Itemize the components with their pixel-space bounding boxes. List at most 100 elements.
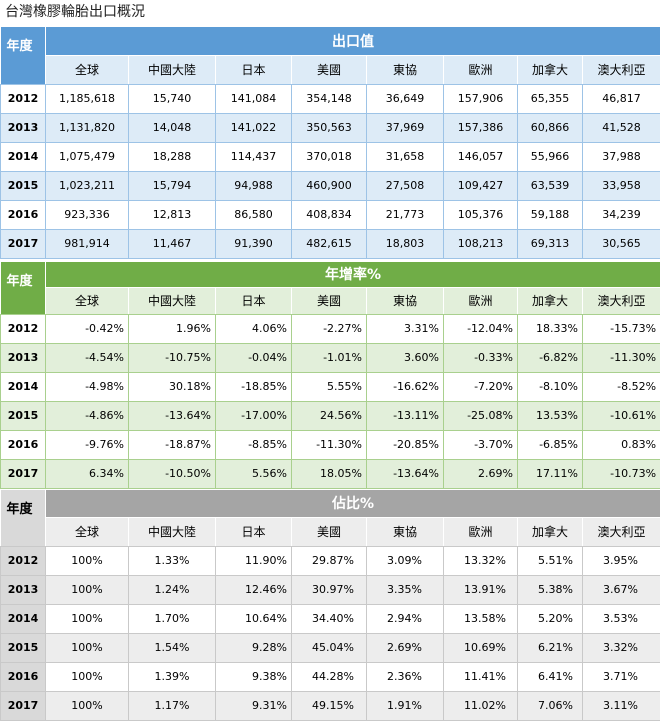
- value-cell: 1.33%: [128, 545, 216, 576]
- value-cell: 12,813: [128, 199, 216, 230]
- column-header: 美國: [291, 286, 367, 315]
- value-cell: -1.01%: [291, 342, 367, 373]
- value-cell: 91,390: [215, 228, 292, 259]
- value-cell: 1,023,211: [45, 170, 129, 201]
- value-cell: 69,313: [517, 228, 583, 259]
- value-cell: -20.85%: [366, 429, 444, 460]
- share-table: 年度 佔比% 全球 中國大陸 日本 美國 東協 歐洲 加拿大 澳大利亞 2012…: [0, 490, 660, 721]
- value-cell: 65,355: [517, 83, 583, 114]
- value-cell: 1.54%: [128, 632, 216, 663]
- column-header: 日本: [215, 516, 292, 547]
- value-cell: 5.51%: [517, 545, 583, 576]
- value-cell: 94,988: [215, 170, 292, 201]
- value-cell: 17.11%: [517, 458, 583, 489]
- value-cell: -0.33%: [443, 342, 518, 373]
- value-cell: -8.52%: [581, 371, 660, 402]
- year-cell: 2013: [0, 574, 46, 605]
- year-cell: 2017: [0, 228, 46, 259]
- value-cell: -2.27%: [291, 313, 367, 344]
- value-cell: 9.28%: [215, 632, 292, 663]
- value-cell: 11.90%: [215, 545, 292, 576]
- year-cell: 2012: [0, 313, 46, 344]
- year-header: 年度: [0, 27, 46, 84]
- value-cell: 4.06%: [215, 313, 292, 344]
- value-cell: 63,539: [517, 170, 583, 201]
- value-cell: 100%: [45, 661, 129, 692]
- value-cell: 11.02%: [443, 690, 518, 721]
- value-cell: 1.39%: [128, 661, 216, 692]
- value-cell: 100%: [45, 603, 129, 634]
- table-row: 2012 -0.42% 1.96% 4.06% -2.27% 3.31% -12…: [0, 313, 660, 344]
- value-cell: 13.53%: [517, 400, 583, 431]
- value-cell: 14,048: [128, 112, 216, 143]
- year-cell: 2013: [0, 112, 46, 143]
- value-cell: 5.20%: [517, 603, 583, 634]
- value-cell: 59,188: [517, 199, 583, 230]
- value-cell: 18,288: [128, 141, 216, 172]
- value-cell: 100%: [45, 632, 129, 663]
- section-title: 年增率%: [45, 262, 660, 287]
- column-header: 加拿大: [517, 54, 583, 85]
- value-cell: 18.05%: [291, 458, 367, 489]
- column-header: 澳大利亞: [581, 516, 660, 547]
- value-cell: 37,969: [366, 112, 444, 143]
- value-cell: 12.46%: [215, 574, 292, 605]
- column-header: 東協: [366, 286, 444, 315]
- value-cell: 3.67%: [581, 574, 660, 605]
- table-row: 2017 100% 1.17% 9.31% 49.15% 1.91% 11.02…: [0, 690, 660, 721]
- value-cell: -18.85%: [215, 371, 292, 402]
- column-header: 全球: [45, 54, 129, 85]
- table-row: 2012 1,185,618 15,740 141,084 354,148 36…: [0, 83, 660, 114]
- column-header: 美國: [291, 54, 367, 85]
- value-cell: 3.31%: [366, 313, 444, 344]
- value-cell: 2.69%: [443, 458, 518, 489]
- table-row: 2015 100% 1.54% 9.28% 45.04% 2.69% 10.69…: [0, 632, 660, 663]
- table-row: 2013 1,131,820 14,048 141,022 350,563 37…: [0, 112, 660, 143]
- year-cell: 2015: [0, 400, 46, 431]
- value-cell: 30,565: [582, 228, 660, 259]
- value-cell: 100%: [45, 690, 129, 721]
- value-cell: 44.28%: [291, 661, 367, 692]
- section-title: 佔比%: [45, 490, 660, 517]
- value-cell: 460,900: [291, 170, 367, 201]
- value-cell: 31,658: [366, 141, 444, 172]
- table-row: 2014 -4.98% 30.18% -18.85% 5.55% -16.62%…: [0, 371, 660, 402]
- value-cell: -16.62%: [366, 371, 444, 402]
- value-cell: 105,376: [443, 199, 518, 230]
- value-cell: 6.34%: [45, 458, 129, 489]
- value-cell: 1,075,479: [45, 141, 129, 172]
- value-cell: -4.54%: [45, 342, 129, 373]
- value-cell: 482,615: [291, 228, 367, 259]
- value-cell: 3.60%: [366, 342, 444, 373]
- column-header: 加拿大: [517, 516, 583, 547]
- value-cell: 0.83%: [581, 429, 660, 460]
- table-row: 2017 981,914 11,467 91,390 482,615 18,80…: [0, 228, 660, 259]
- value-cell: -18.87%: [128, 429, 216, 460]
- value-cell: 45.04%: [291, 632, 367, 663]
- value-cell: -0.04%: [215, 342, 292, 373]
- column-header: 全球: [45, 286, 129, 315]
- year-cell: 2014: [0, 603, 46, 634]
- value-cell: 1.17%: [128, 690, 216, 721]
- value-cell: -10.75%: [128, 342, 216, 373]
- value-cell: 6.41%: [517, 661, 583, 692]
- value-cell: 34.40%: [291, 603, 367, 634]
- value-cell: 923,336: [45, 199, 129, 230]
- value-cell: 9.31%: [215, 690, 292, 721]
- value-cell: -7.20%: [443, 371, 518, 402]
- value-cell: 9.38%: [215, 661, 292, 692]
- value-cell: 24.56%: [291, 400, 367, 431]
- year-cell: 2014: [0, 141, 46, 172]
- value-cell: 3.09%: [366, 545, 444, 576]
- column-header: 澳大利亞: [582, 54, 660, 85]
- value-cell: 10.64%: [215, 603, 292, 634]
- column-header: 中國大陸: [128, 286, 216, 315]
- year-cell: 2015: [0, 170, 46, 201]
- value-cell: 41,528: [582, 112, 660, 143]
- table-row: 2016 -9.76% -18.87% -8.85% -11.30% -20.8…: [0, 429, 660, 460]
- value-cell: 3.11%: [581, 690, 660, 721]
- value-cell: 21,773: [366, 199, 444, 230]
- value-cell: 109,427: [443, 170, 518, 201]
- table-row: 2014 1,075,479 18,288 114,437 370,018 31…: [0, 141, 660, 172]
- column-header: 加拿大: [517, 286, 583, 315]
